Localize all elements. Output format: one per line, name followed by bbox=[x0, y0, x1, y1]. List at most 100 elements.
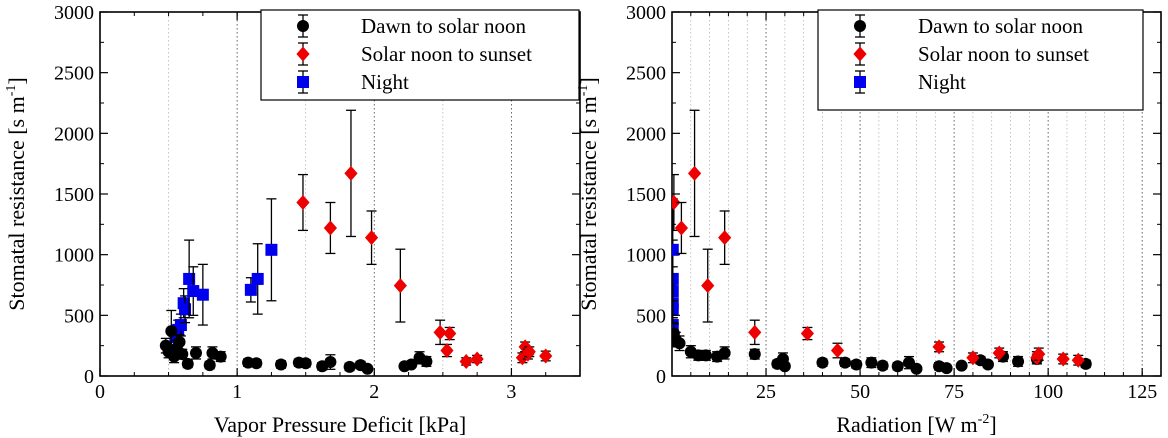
y-tick-label: 2000 bbox=[54, 123, 94, 145]
marker bbox=[522, 344, 536, 360]
data-point-diamond bbox=[966, 350, 980, 366]
data-point-diamond bbox=[459, 353, 473, 369]
marker bbox=[183, 272, 196, 285]
x-tick-label: 2 bbox=[369, 381, 379, 403]
legend-marker bbox=[297, 76, 309, 88]
data-point-diamond bbox=[992, 345, 1006, 361]
y-tick-label: 1500 bbox=[626, 184, 666, 206]
data-point-circle bbox=[850, 358, 863, 371]
marker bbox=[299, 357, 312, 370]
data-point-diamond bbox=[748, 319, 762, 346]
marker bbox=[214, 350, 227, 363]
marker bbox=[981, 358, 994, 371]
marker bbox=[251, 272, 264, 285]
marker bbox=[674, 220, 689, 236]
data-point-square bbox=[251, 243, 264, 315]
data-point-circle bbox=[190, 346, 202, 360]
marker bbox=[800, 326, 815, 342]
marker bbox=[179, 303, 192, 316]
data-point-square bbox=[244, 277, 257, 303]
y-tick-label: 500 bbox=[636, 305, 666, 327]
x-tick-label: 75 bbox=[944, 381, 964, 403]
legend-marker bbox=[854, 76, 866, 88]
x-tick-label: 3 bbox=[506, 381, 516, 403]
data-point-circle bbox=[865, 356, 878, 369]
legend-marker bbox=[296, 46, 310, 62]
x-tick-label: 125 bbox=[1127, 381, 1157, 403]
marker bbox=[361, 362, 374, 375]
legend-label: Solar noon to sunset bbox=[361, 42, 532, 66]
data-point-square bbox=[196, 263, 209, 326]
marker bbox=[244, 283, 257, 296]
marker bbox=[687, 165, 702, 181]
data-point-circle bbox=[981, 358, 994, 371]
marker bbox=[1056, 351, 1070, 367]
y-tick-label: 2500 bbox=[54, 63, 94, 85]
marker bbox=[1032, 346, 1046, 362]
data-point-diamond bbox=[1056, 351, 1070, 367]
marker bbox=[324, 356, 337, 369]
y-tick-label: 1000 bbox=[626, 245, 666, 267]
marker bbox=[190, 346, 202, 359]
legend-box bbox=[817, 9, 1144, 111]
data-point-circle bbox=[203, 359, 216, 372]
y-axis-label-tail: ] bbox=[4, 77, 29, 84]
data-point-diamond bbox=[687, 109, 702, 238]
data-point-circle bbox=[324, 354, 337, 370]
data-point-diamond bbox=[830, 342, 845, 359]
data-point-square bbox=[183, 239, 196, 319]
marker bbox=[323, 220, 337, 236]
data-point-circle bbox=[405, 358, 418, 371]
data-point-circle bbox=[165, 309, 178, 353]
x-axis-label-main: Radiation [W m bbox=[836, 412, 977, 437]
data-point-circle bbox=[910, 362, 923, 375]
marker bbox=[718, 346, 731, 359]
marker bbox=[850, 358, 863, 371]
marker bbox=[701, 278, 715, 294]
marker bbox=[364, 230, 379, 246]
y-tick-label: 2000 bbox=[626, 123, 666, 145]
marker bbox=[539, 348, 553, 364]
marker bbox=[176, 348, 189, 361]
data-point-circle bbox=[778, 360, 791, 373]
data-point-circle bbox=[181, 357, 194, 370]
data-point-square bbox=[265, 198, 278, 302]
x-axis-label: Radiation [W m-2] bbox=[836, 412, 996, 437]
legend-label: Dawn to solar noon bbox=[361, 14, 527, 38]
data-point-circle bbox=[699, 349, 712, 362]
data-point-diamond bbox=[1071, 352, 1085, 368]
legend-label: Solar noon to sunset bbox=[918, 42, 1089, 66]
marker bbox=[672, 319, 679, 332]
legend-marker bbox=[853, 46, 867, 62]
y-axis-label: Stomatal resistance [s m-1] bbox=[576, 77, 601, 310]
legend: Dawn to solar noon Solar noon to sunset Ni… bbox=[817, 9, 1144, 111]
data-point-circle bbox=[1012, 355, 1025, 368]
x-tick-label: 100 bbox=[1033, 381, 1063, 403]
marker bbox=[196, 288, 209, 301]
data-point-circle bbox=[275, 358, 288, 371]
data-point-circle bbox=[343, 360, 356, 373]
marker bbox=[165, 325, 178, 338]
data-point-diamond bbox=[364, 210, 379, 266]
marker bbox=[891, 360, 904, 373]
marker bbox=[816, 356, 829, 369]
data-point-circle bbox=[673, 335, 686, 352]
data-point-diamond bbox=[539, 348, 553, 364]
marker bbox=[672, 194, 681, 210]
data-point-diamond bbox=[701, 248, 715, 323]
data-point-diamond bbox=[393, 248, 407, 323]
marker bbox=[672, 285, 679, 298]
y-tick-label: 500 bbox=[64, 305, 94, 327]
marker bbox=[470, 351, 484, 367]
legend-marker bbox=[854, 20, 866, 32]
y-axis-label-sup: -1 bbox=[4, 85, 19, 97]
data-point-circle bbox=[955, 359, 968, 372]
marker bbox=[672, 303, 679, 316]
data-point-diamond bbox=[470, 351, 484, 367]
marker bbox=[830, 343, 845, 359]
marker bbox=[459, 353, 473, 369]
marker bbox=[433, 324, 447, 340]
y-axis-label-main: Stomatal resistance [s m bbox=[4, 96, 29, 310]
marker bbox=[699, 349, 712, 362]
